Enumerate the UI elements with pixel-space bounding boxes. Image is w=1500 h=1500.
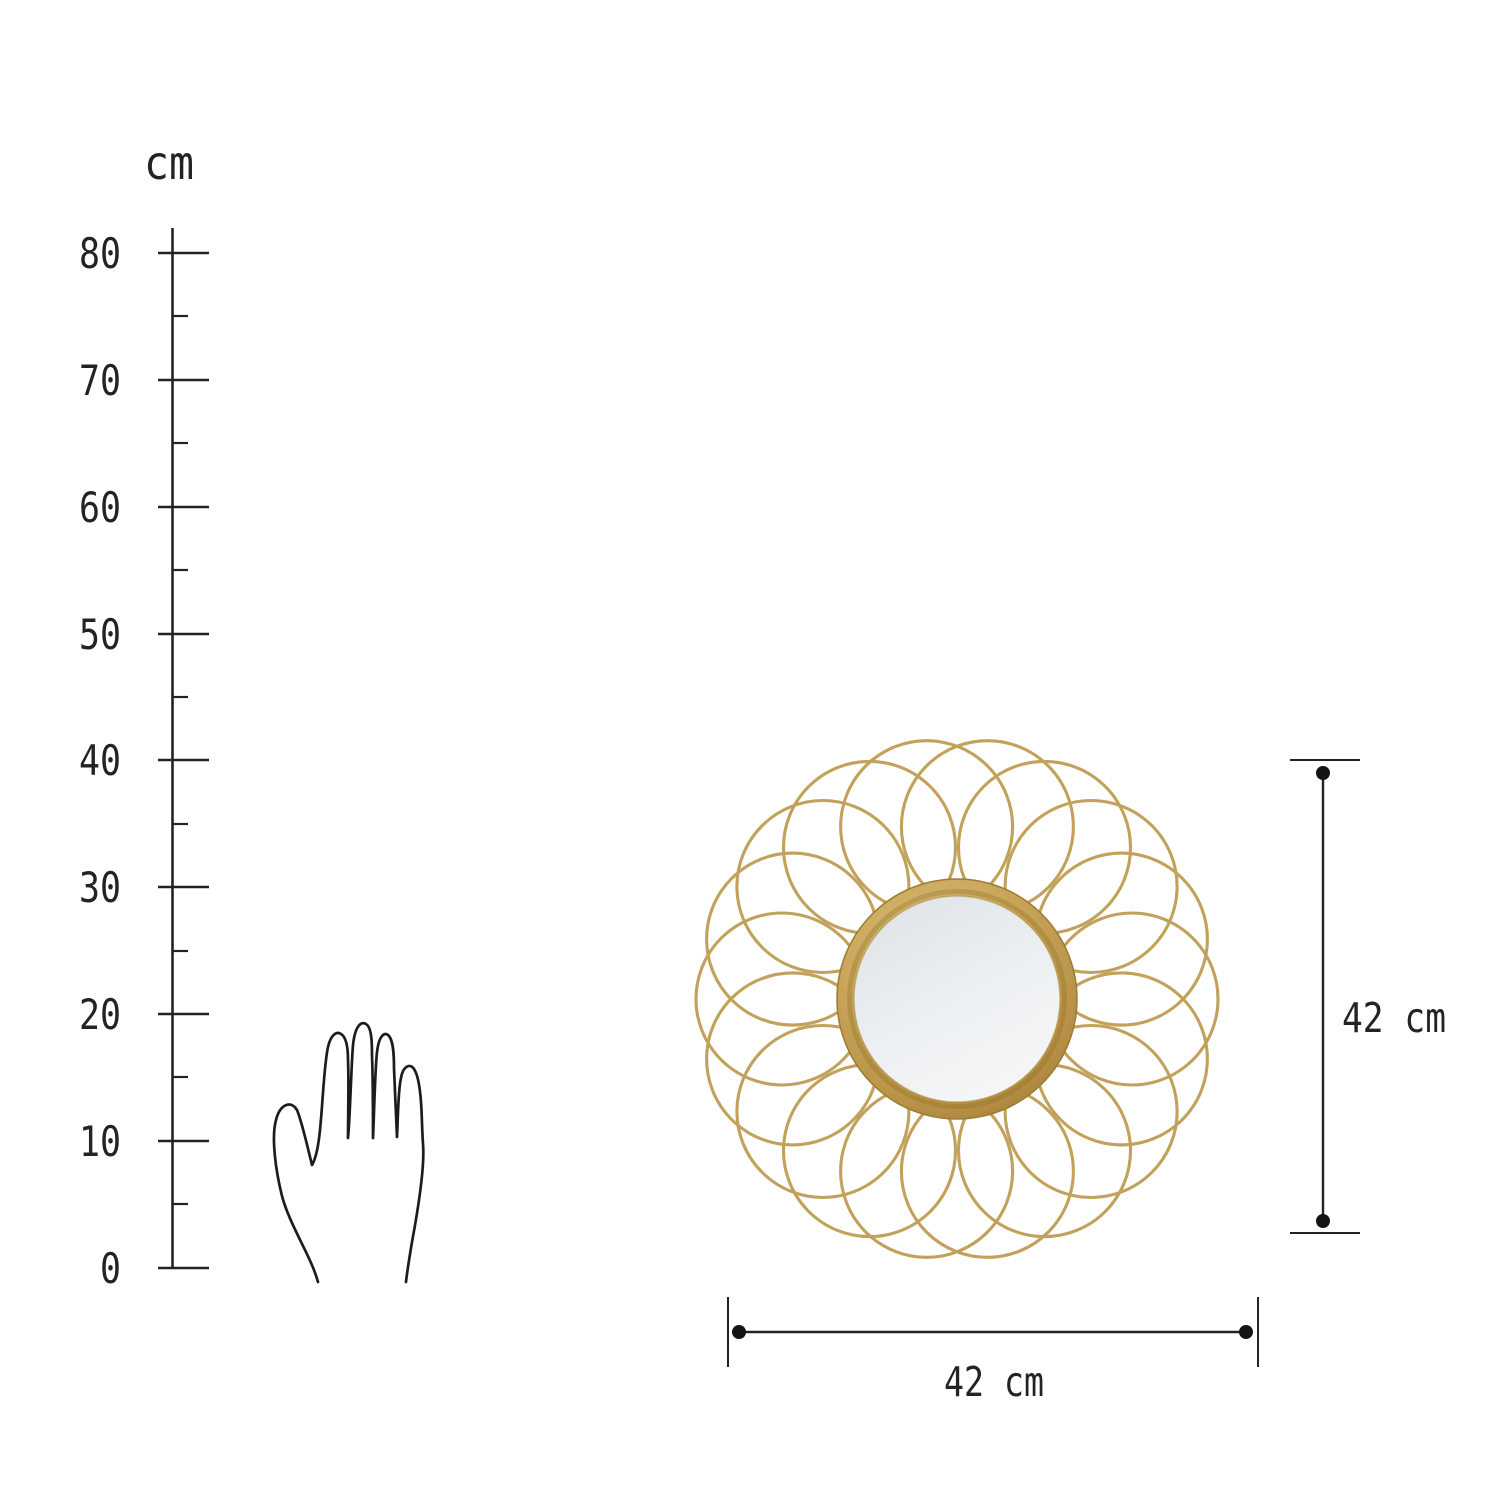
wire-circle (1003, 798, 1179, 975)
dimension-height: 42 cm (1290, 759, 1446, 1234)
dimension-width: 42 cm (727, 1297, 1259, 1406)
ruler-label-30: 30 (79, 863, 121, 912)
dimension-height-dot-top (1316, 766, 1330, 780)
ruler-major-ticks (158, 251, 209, 1270)
ruler-label-60: 60 (79, 483, 121, 532)
mirror-glass (853, 895, 1061, 1103)
dimension-width-dot-left (732, 1325, 746, 1339)
product-mirror-graphic (694, 739, 1220, 1259)
mirror-frame-inner-lip (847, 889, 1067, 1109)
ruler-minor-ticks (172, 314, 188, 1206)
ruler-unit-label: cm (144, 136, 194, 190)
ruler-tick-labels: 80 70 60 50 40 30 20 10 0 (79, 229, 121, 1293)
ruler-label-70: 70 (79, 356, 121, 405)
ruler-label-80: 80 (79, 229, 121, 278)
ruler-label-50: 50 (79, 610, 121, 659)
wire-circle (735, 1023, 911, 1200)
dimension-height-label: 42 cm (1342, 994, 1446, 1042)
wire-circle (1003, 1023, 1179, 1200)
dimension-height-dot-bottom (1316, 1214, 1330, 1228)
wire-circle (735, 798, 911, 975)
ruler-label-0: 0 (100, 1244, 121, 1293)
ruler-label-40: 40 (79, 736, 121, 785)
dimension-width-dot-right (1239, 1325, 1253, 1339)
ruler: cm 80 70 60 5 (79, 136, 209, 1293)
ruler-label-10: 10 (79, 1117, 121, 1166)
ruler-label-20: 20 (79, 990, 121, 1039)
hand-icon (272, 1021, 425, 1284)
dimension-width-label: 42 cm (944, 1358, 1044, 1406)
